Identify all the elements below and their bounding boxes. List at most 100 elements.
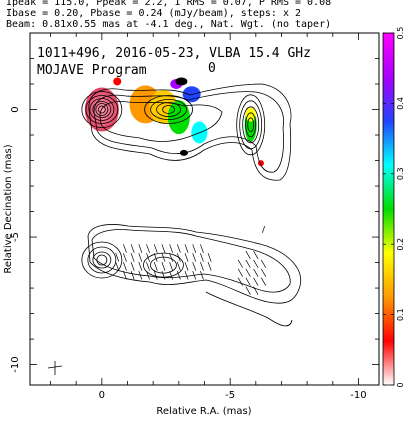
evpa-vector bbox=[237, 277, 243, 286]
upper-mid-contour bbox=[99, 101, 223, 142]
evpa-vector bbox=[253, 259, 259, 268]
evpa-vector bbox=[245, 259, 251, 268]
evpa-vector bbox=[192, 270, 197, 280]
evpa-vector bbox=[161, 253, 166, 262]
evpa-vector bbox=[253, 286, 259, 295]
beam-marker bbox=[47, 361, 63, 375]
polarization-color-layer bbox=[84, 77, 264, 167]
program-label: MOJAVE Program bbox=[37, 63, 147, 78]
evpa-vector bbox=[184, 270, 189, 280]
core-contour bbox=[89, 98, 115, 121]
evpa-vector bbox=[161, 244, 166, 253]
x-tick-label: -5 bbox=[225, 390, 235, 401]
evpa-vector bbox=[123, 253, 127, 262]
axis-ticks: 0 -5 -10 0 -5 -10 bbox=[10, 33, 379, 401]
jet-color-patch bbox=[175, 77, 188, 86]
evpa-vector bbox=[153, 253, 158, 262]
map-annotation: 0 bbox=[208, 61, 216, 76]
evpa-vector bbox=[130, 270, 135, 280]
inner-jet-contour bbox=[162, 105, 175, 114]
x-axis-label: Relative R.A. (mas) bbox=[156, 406, 251, 417]
evpa-vector bbox=[115, 253, 120, 262]
evpa-vector bbox=[169, 253, 174, 262]
evpa-vector bbox=[207, 253, 212, 262]
evpa-vector bbox=[245, 277, 251, 286]
core-contour bbox=[92, 101, 112, 118]
evpa-vector bbox=[138, 262, 143, 271]
core-contour bbox=[85, 95, 119, 124]
evpa-vector bbox=[200, 270, 204, 280]
outer-jet-contour bbox=[242, 106, 260, 144]
evpa-vector bbox=[138, 253, 143, 262]
evpa-vector bbox=[261, 225, 266, 233]
core-contour bbox=[97, 105, 106, 114]
evpa-vector bbox=[161, 270, 166, 280]
evpa-vector bbox=[115, 262, 120, 271]
evpa-vector bbox=[253, 250, 259, 259]
colorbar-tick-label: 0.5 bbox=[396, 27, 405, 40]
y-tick-label: 0 bbox=[10, 106, 21, 112]
evpa-vector bbox=[207, 262, 212, 271]
colorbar bbox=[382, 32, 395, 386]
evpa-vector-layer bbox=[115, 225, 267, 295]
colorbar-tick-label: 0.1 bbox=[396, 308, 405, 321]
evpa-vector bbox=[176, 262, 181, 271]
evpa-vector bbox=[169, 262, 174, 271]
evpa-vector bbox=[200, 253, 204, 262]
lower-core-contour bbox=[81, 241, 123, 279]
evpa-vector bbox=[130, 262, 135, 271]
contour-layer bbox=[81, 83, 302, 327]
evpa-vector bbox=[138, 244, 143, 253]
lower-outer-contour bbox=[87, 224, 302, 304]
upper-outer-contour bbox=[93, 91, 285, 173]
evpa-vector bbox=[146, 262, 150, 271]
upper-outer-contour bbox=[88, 83, 292, 181]
header-peak-line: Ipeak = 115.0, Ppeak = 2.2, I RMS = 0.07… bbox=[6, 0, 332, 8]
inner-jet-contour bbox=[150, 99, 187, 120]
evpa-vector bbox=[237, 259, 243, 268]
evpa-vector bbox=[237, 268, 243, 277]
evpa-vector bbox=[123, 270, 127, 280]
header-base-line: Ibase = 0.20, Pbase = 0.24 (mJy/beam), s… bbox=[6, 8, 302, 19]
core-contour bbox=[95, 103, 109, 116]
inner-jet-contour bbox=[144, 95, 193, 124]
outer-jet-contour bbox=[247, 117, 255, 133]
evpa-vector bbox=[253, 277, 259, 286]
evpa-vector bbox=[192, 244, 197, 253]
header-beam-line: Beam: 0.81x0.55 mas at -4.1 deg., Nat. W… bbox=[6, 19, 332, 30]
evpa-vector bbox=[184, 262, 189, 271]
lower-core-contour bbox=[96, 254, 108, 266]
evpa-vector bbox=[253, 268, 259, 277]
colorbar-tick-label: 0.4 bbox=[396, 97, 405, 110]
y-axis-label: Relative Decination (mas) bbox=[3, 144, 14, 273]
evpa-vector bbox=[192, 262, 197, 271]
core-color-patch bbox=[113, 77, 122, 86]
outer-color-patch bbox=[245, 107, 256, 122]
evpa-vector bbox=[146, 253, 150, 262]
evpa-vector bbox=[245, 250, 251, 259]
x-tick-label: 0 bbox=[99, 390, 105, 401]
evpa-vector bbox=[200, 244, 204, 253]
evpa-vector bbox=[161, 262, 166, 271]
evpa-vector bbox=[146, 244, 150, 253]
y-tick-label: -5 bbox=[10, 232, 21, 242]
lower-tail-contour bbox=[205, 291, 293, 327]
lower-core-contour bbox=[87, 246, 117, 274]
evpa-vector bbox=[200, 262, 204, 271]
outer-jet-contour bbox=[239, 100, 263, 150]
core-contour bbox=[81, 91, 123, 128]
outer-jet-contour bbox=[245, 112, 257, 138]
colorbar-tick-label: 0 bbox=[396, 382, 405, 387]
lower-core-contour bbox=[92, 251, 112, 269]
lower-outer-contour bbox=[91, 229, 291, 293]
source-title: 1011+496, 2016-05-23, VLBA 15.4 GHz bbox=[37, 46, 311, 61]
evpa-vector bbox=[176, 270, 181, 280]
evpa-vector bbox=[176, 244, 181, 253]
evpa-vector bbox=[153, 244, 158, 253]
evpa-vector bbox=[169, 270, 174, 280]
x-tick-label: -10 bbox=[350, 390, 366, 401]
evpa-vector bbox=[123, 262, 127, 271]
evpa-vector bbox=[169, 244, 174, 253]
evpa-vector bbox=[184, 253, 189, 262]
